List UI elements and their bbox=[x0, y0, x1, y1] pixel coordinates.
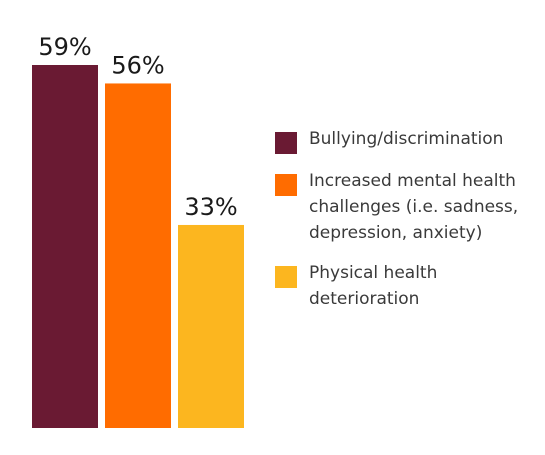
bars-group bbox=[32, 65, 244, 428]
legend-swatch bbox=[275, 266, 297, 288]
legend-label: Bullying/discrimination bbox=[309, 129, 504, 149]
legend-swatch bbox=[275, 132, 297, 154]
bar-value-label: 59% bbox=[38, 33, 91, 61]
legend-item-physical-health: Physical health deterioration bbox=[275, 260, 540, 312]
legend: Bullying/discrimination Increased mental… bbox=[275, 126, 540, 326]
legend-label: Increased mental health challenges (i.e.… bbox=[309, 171, 519, 243]
value-labels-group: 59% 56% 33% bbox=[38, 33, 237, 221]
bar-bullying bbox=[32, 65, 98, 428]
bar-physical-health bbox=[178, 224, 244, 428]
legend-label: Physical health deterioration bbox=[309, 263, 438, 309]
legend-item-bullying: Bullying/discrimination bbox=[275, 126, 540, 154]
legend-item-mental-health: Increased mental health challenges (i.e.… bbox=[275, 168, 540, 246]
legend-swatch bbox=[275, 174, 297, 196]
bar-value-label: 56% bbox=[111, 51, 164, 79]
bar-value-label: 33% bbox=[184, 193, 237, 221]
bar-mental-health bbox=[105, 83, 171, 428]
